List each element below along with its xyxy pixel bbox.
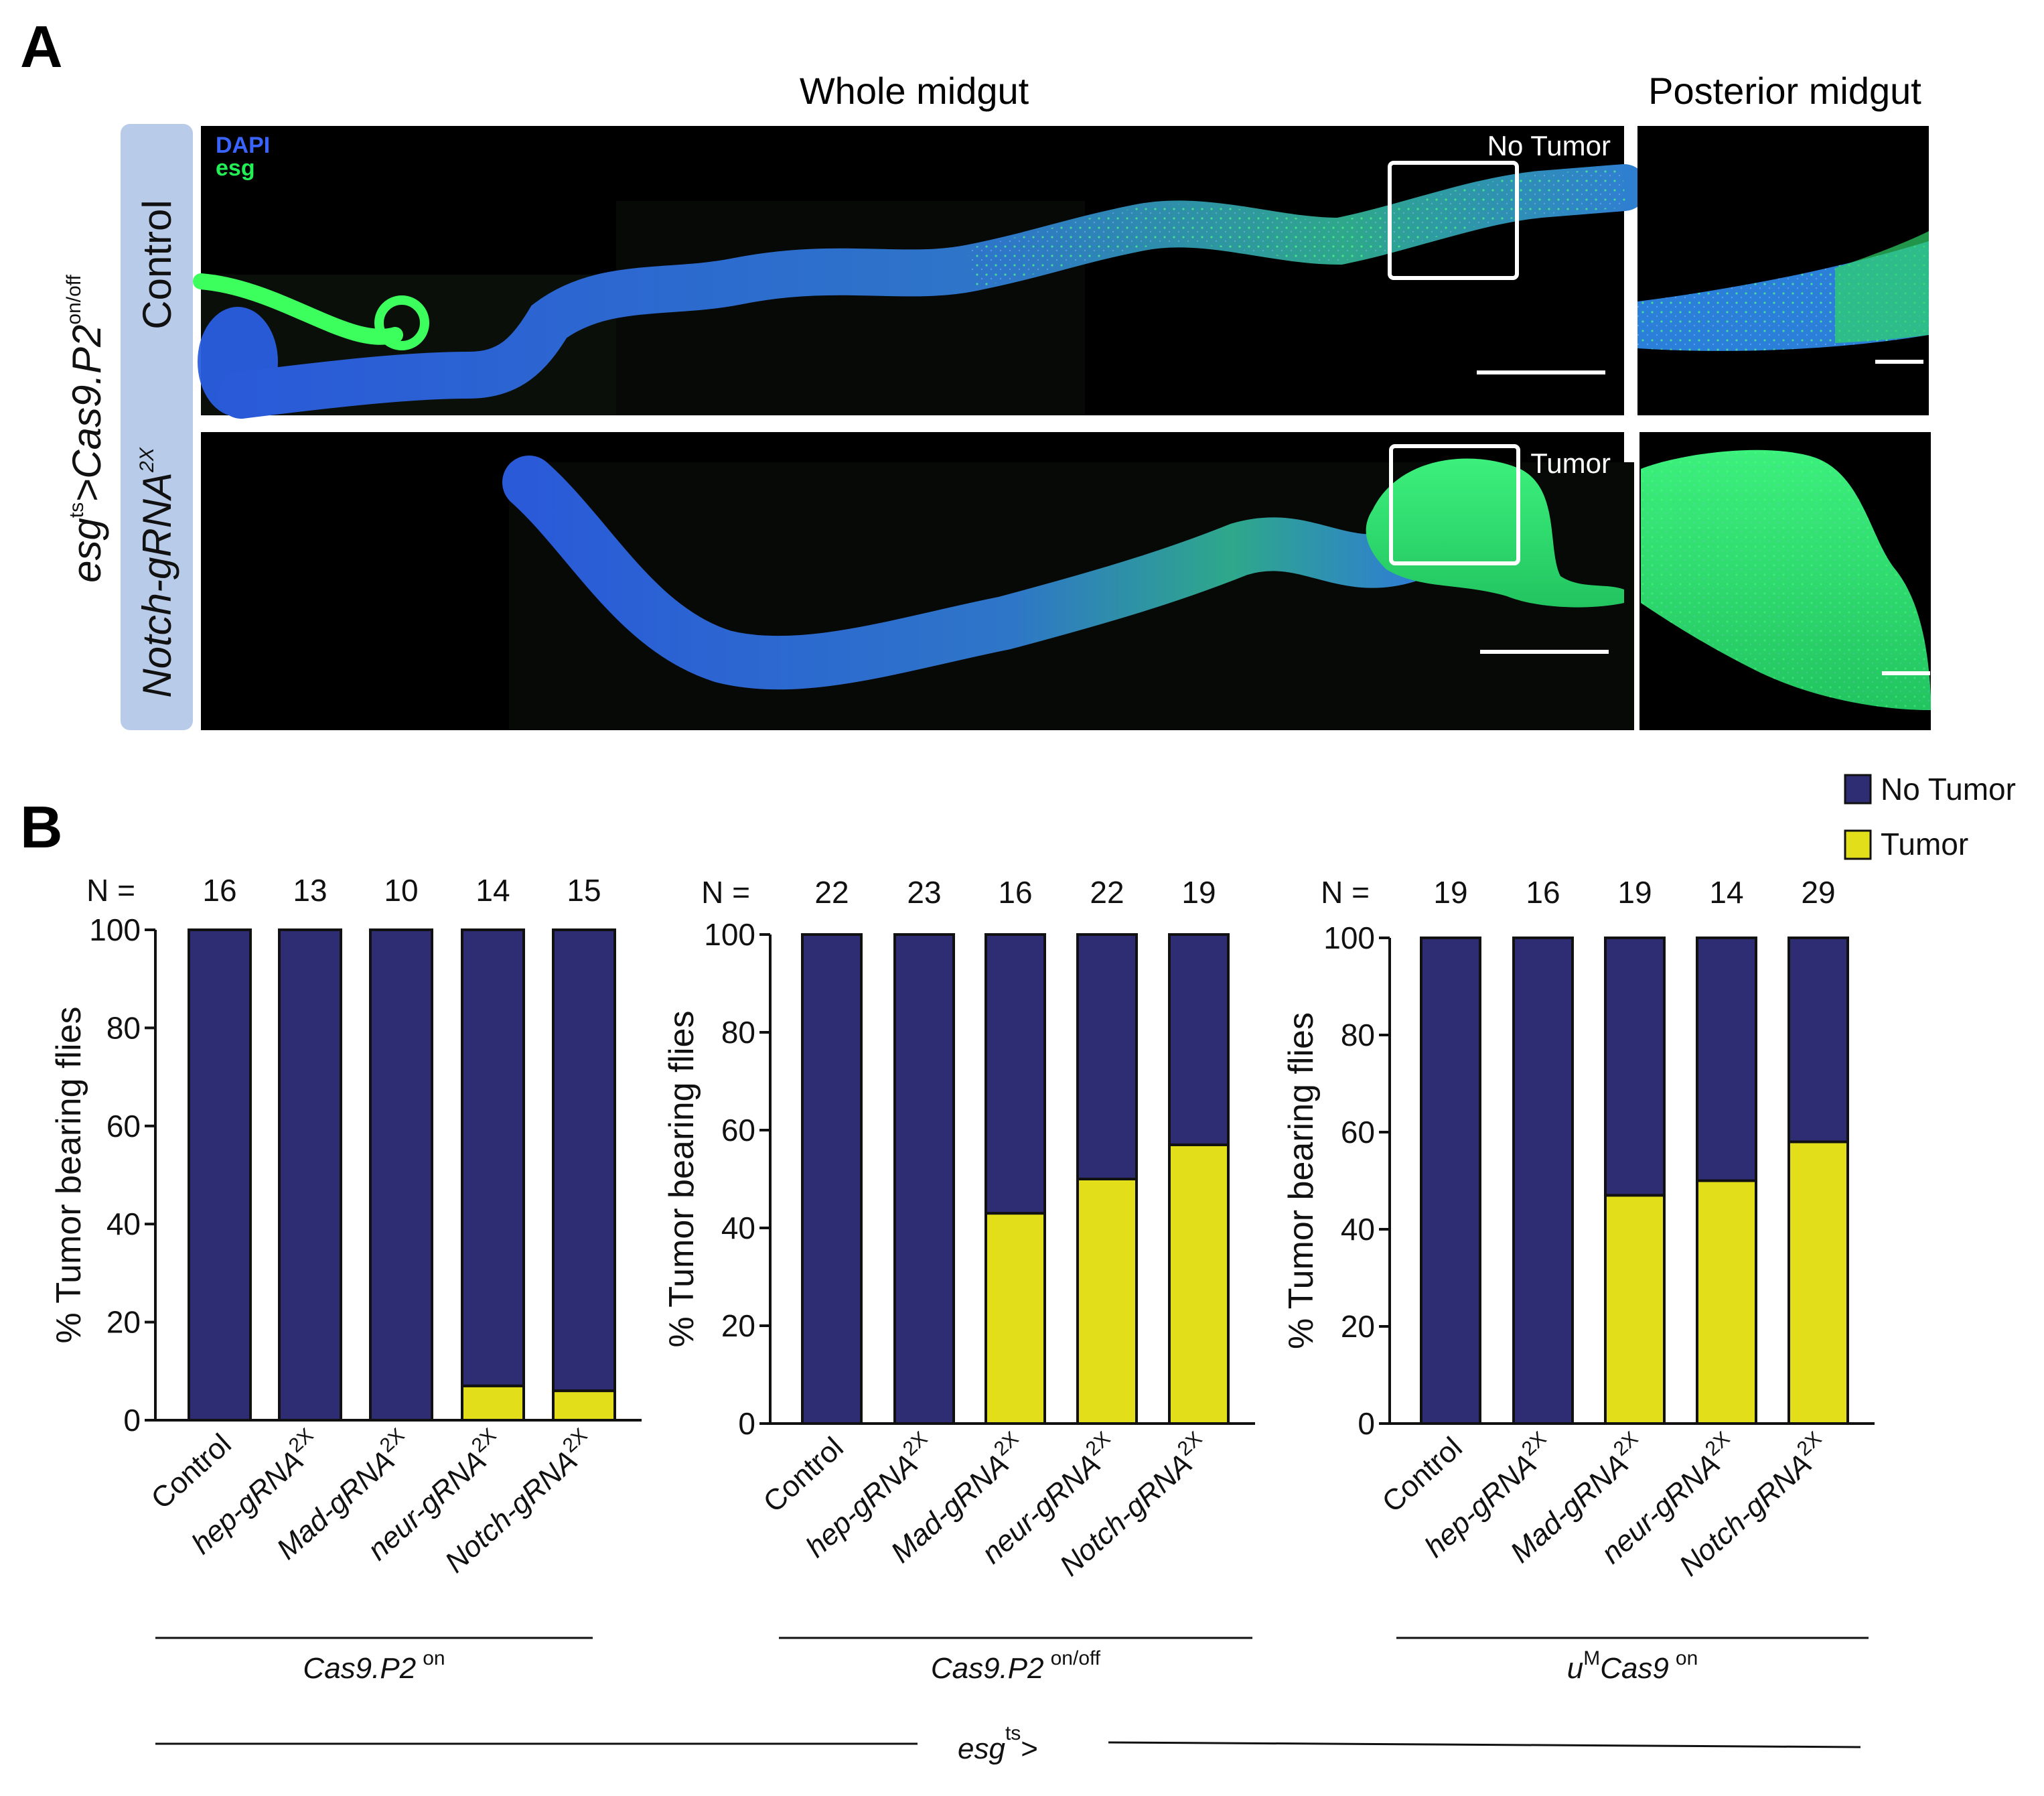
y-tick-label: 100 (1323, 920, 1375, 955)
y-axis-label: % Tumor bearing flies (662, 1011, 701, 1348)
svg-text:Tumor: Tumor (1530, 447, 1611, 479)
bar-no-tumor (801, 933, 863, 1425)
y-tick-label: 80 (1341, 1018, 1375, 1052)
bar-tumor (1787, 1140, 1849, 1425)
control-posterior-image (1637, 126, 1929, 415)
notch-whole-midgut-image: Tumor (201, 432, 1634, 730)
bar-no-tumor (461, 928, 525, 1387)
bar-no-tumor (369, 928, 433, 1422)
y-tick-label: 20 (1341, 1309, 1375, 1344)
n-label: 15 (567, 873, 601, 908)
n-label: 29 (1801, 875, 1835, 910)
bar-no-tumor (1787, 937, 1849, 1144)
bar-tumor (1604, 1194, 1666, 1425)
n-label: 22 (1090, 875, 1124, 910)
n-prefix: N = (86, 873, 135, 908)
group-label: uMCas9 on (1567, 1647, 1698, 1685)
category-label: Notch-gRNA2X (435, 1424, 601, 1579)
n-label: 19 (1433, 875, 1467, 910)
row-label-background (121, 124, 193, 730)
bar-no-tumor (1604, 937, 1666, 1197)
y-tick-label: 100 (704, 917, 755, 952)
n-prefix: N = (1321, 875, 1370, 910)
y-tick-label: 100 (89, 912, 141, 947)
bar-tumor (1696, 1179, 1757, 1425)
svg-text:esg: esg (216, 155, 255, 181)
y-tick-label: 60 (1341, 1115, 1375, 1150)
bar-tumor (552, 1389, 616, 1422)
bar-no-tumor (1168, 933, 1230, 1146)
chart-1: 0 20 40 60 80 100 % Tumor bearing flies N = 16 13… (50, 873, 642, 1685)
row-label-notch: Notch-gRNA2X (135, 447, 179, 697)
bar-tumor (1076, 1178, 1138, 1425)
bar-tumor (461, 1384, 525, 1422)
bar-no-tumor (552, 928, 616, 1393)
n-label: 16 (202, 873, 236, 908)
bar-no-tumor (1512, 937, 1574, 1425)
bar-no-tumor (1696, 937, 1757, 1182)
n-label: 19 (1617, 875, 1652, 910)
bar-no-tumor (984, 933, 1046, 1215)
panel-b-label: B (20, 794, 63, 860)
n-label: 13 (293, 873, 327, 908)
y-tick-label: 40 (721, 1211, 755, 1245)
y-tick-label: 80 (106, 1010, 141, 1045)
bar-no-tumor (278, 928, 342, 1422)
y-tick-label: 80 (721, 1015, 755, 1050)
n-label: 10 (384, 873, 418, 908)
row-label-control: Control (135, 200, 179, 329)
n-label: 14 (1709, 875, 1743, 910)
y-tick-label: 0 (1358, 1406, 1375, 1441)
n-label: 14 (476, 873, 510, 908)
bottom-line-right (1108, 1741, 1861, 1748)
bar-no-tumor (1076, 933, 1138, 1180)
n-label: 19 (1181, 875, 1216, 910)
y-tick-label: 0 (738, 1406, 755, 1441)
y-axis-label: % Tumor bearing flies (1282, 1012, 1321, 1349)
y-tick-label: 20 (721, 1308, 755, 1343)
chart-3: 0 20 40 60 80 100 % Tumor bearing flies N = 19 16… (1282, 875, 1875, 1685)
n-label: 22 (814, 875, 849, 910)
group-label: Cas9.P2 on (303, 1647, 445, 1685)
col-title-posterior-midgut: Posterior midgut (1648, 70, 1921, 112)
col-title-whole-midgut: Whole midgut (800, 70, 1029, 112)
legend-label-no-tumor: No Tumor (1881, 772, 2016, 807)
y-tick-label: 60 (721, 1113, 755, 1148)
svg-text:No Tumor: No Tumor (1487, 130, 1611, 161)
legend-swatch-no-tumor (1844, 774, 1872, 805)
bar-no-tumor (1420, 937, 1481, 1425)
n-label: 16 (998, 875, 1032, 910)
y-axis-label: % Tumor bearing flies (50, 1007, 88, 1344)
legend-label-tumor: Tumor (1881, 827, 1968, 861)
y-tick-label: 60 (106, 1109, 141, 1144)
y-tick-label: 0 (123, 1403, 141, 1438)
bar-no-tumor (893, 933, 955, 1425)
control-whole-midgut-image: No Tumor DAPI esg (193, 126, 1648, 419)
legend-swatch-tumor (1844, 829, 1872, 860)
legend: No Tumor Tumor (1844, 772, 2016, 861)
chart-2: 0 20 40 60 80 100 % Tumor bearing flies N = 22 23… (662, 875, 1255, 1685)
genotype-label: esgts>Cas9.P2on/off (63, 274, 109, 582)
svg-text:DAPI: DAPI (216, 133, 270, 158)
panel-a-label: A (20, 13, 63, 80)
category-label: Control (757, 1431, 849, 1519)
category-label: Notch-gRNA2X (1050, 1428, 1216, 1582)
category-label: Notch-gRNA2X (1670, 1428, 1836, 1582)
tumor-posterior-image (1639, 432, 1931, 730)
n-label: 23 (907, 875, 941, 910)
bottom-genotype-label: esgts> (958, 1722, 1038, 1765)
bar-tumor (1168, 1143, 1230, 1426)
y-tick-label: 40 (106, 1206, 141, 1241)
n-prefix: N = (701, 875, 750, 910)
y-tick-label: 20 (106, 1305, 141, 1340)
group-label: Cas9.P2 on/off (931, 1647, 1101, 1685)
y-tick-label: 40 (1341, 1212, 1375, 1247)
n-label: 16 (1526, 875, 1560, 910)
bar-tumor (984, 1212, 1046, 1425)
bar-no-tumor (188, 928, 252, 1422)
category-label: Control (1376, 1431, 1468, 1519)
